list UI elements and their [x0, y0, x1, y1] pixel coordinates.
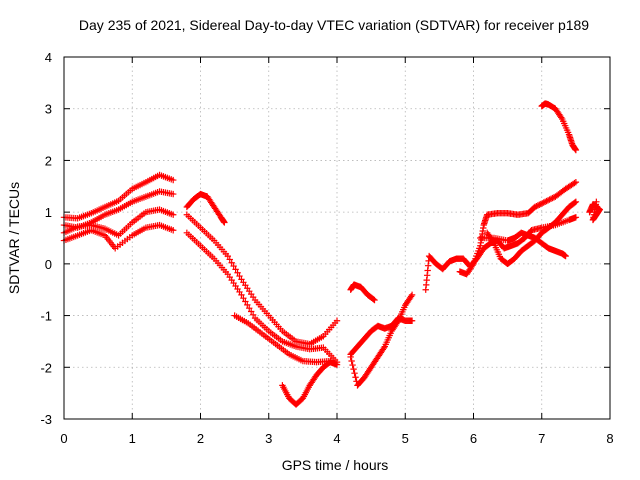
series-track-i: [279, 358, 341, 408]
data-point: [238, 291, 245, 299]
data-point: [543, 197, 550, 205]
x-tick-label: 6: [470, 431, 477, 446]
series-track-r: [586, 198, 603, 224]
data-point: [531, 203, 539, 211]
data-point: [544, 197, 552, 204]
data-point: [380, 344, 387, 352]
data-point: [248, 308, 255, 315]
data-point: [170, 190, 177, 198]
y-tick-label: 2: [45, 153, 52, 168]
y-axis-label: SDTVAR / TECUs: [6, 182, 22, 294]
data-point: [546, 196, 553, 203]
data-point: [536, 201, 543, 208]
data-point: [228, 259, 235, 266]
y-tick-label: 1: [45, 205, 52, 220]
data-point: [221, 219, 228, 226]
data-point: [572, 198, 580, 205]
data-point: [571, 179, 578, 187]
data-point: [539, 200, 546, 207]
x-tick-label: 7: [538, 431, 545, 446]
y-tick-label: -3: [40, 412, 52, 427]
x-tick-label: 2: [197, 431, 204, 446]
series-track-p: [477, 229, 569, 260]
x-tick-label: 0: [60, 431, 67, 446]
data-point: [489, 238, 497, 245]
data-point: [224, 252, 231, 260]
x-tick-label: 1: [129, 431, 136, 446]
series-track-l: [347, 314, 416, 358]
data-point: [533, 203, 540, 210]
data-point: [407, 293, 415, 300]
x-tick-label: 3: [265, 431, 272, 446]
data-point: [408, 291, 416, 299]
data-point: [352, 374, 359, 381]
data-point: [558, 114, 565, 121]
data-point: [537, 200, 544, 208]
data-point: [370, 296, 377, 303]
data-point: [349, 361, 356, 369]
y-axis-tick-labels: -3 -2 -1 0 1 2 3 4: [40, 50, 52, 427]
series-track-g: [183, 229, 341, 366]
axis-ticks: [63, 56, 611, 420]
data-point: [572, 178, 580, 186]
y-tick-label: -2: [40, 360, 52, 375]
data-point: [244, 301, 251, 309]
data-point: [571, 199, 579, 206]
data-point: [242, 298, 249, 305]
series-track-c: [60, 206, 177, 239]
data-point: [234, 269, 241, 276]
data-series: [60, 100, 603, 408]
data-point: [534, 202, 542, 209]
data-point: [170, 176, 177, 184]
data-point: [572, 214, 580, 221]
data-point: [547, 195, 555, 203]
x-axis-tick-labels: 0 1 2 3 4 5 6 7 8: [60, 431, 613, 446]
data-point: [246, 304, 253, 312]
series-track-e: [183, 190, 228, 226]
x-tick-label: 5: [402, 431, 409, 446]
x-tick-label: 8: [606, 431, 613, 446]
x-axis-label: GPS time / hours: [282, 457, 389, 473]
data-point: [540, 199, 547, 206]
y-tick-label: 0: [45, 257, 52, 272]
series-track-k: [347, 291, 416, 389]
data-point: [593, 198, 600, 205]
y-tick-label: 4: [45, 50, 52, 65]
data-point: [371, 296, 378, 304]
y-tick-label: 3: [45, 102, 52, 117]
series-track-j: [347, 281, 378, 304]
x-tick-label: 4: [333, 431, 340, 446]
data-point: [236, 272, 243, 280]
series-track-q: [538, 100, 580, 154]
series-track-f: [183, 211, 341, 348]
data-point: [226, 256, 233, 263]
y-tick-label: -1: [40, 309, 52, 324]
data-point: [170, 211, 177, 218]
data-point: [549, 194, 556, 202]
data-point: [170, 227, 177, 234]
data-point: [351, 369, 358, 377]
data-point: [230, 262, 237, 270]
series-track-a: [60, 171, 177, 222]
data-point: [249, 311, 257, 319]
chart-title: Day 235 of 2021, Sidereal Day-to-day VTE…: [79, 17, 589, 33]
data-point: [333, 317, 341, 324]
data-point: [572, 146, 580, 154]
data-point: [348, 357, 355, 365]
data-point: [562, 252, 569, 260]
data-point: [408, 317, 416, 324]
grid: [64, 57, 610, 419]
series-track-n: [456, 178, 580, 278]
data-point: [232, 266, 239, 273]
data-point: [240, 295, 247, 302]
data-point: [350, 365, 357, 373]
data-point: [541, 198, 549, 205]
series-track-o: [483, 198, 580, 268]
data-point: [469, 262, 476, 269]
data-point: [333, 361, 341, 368]
